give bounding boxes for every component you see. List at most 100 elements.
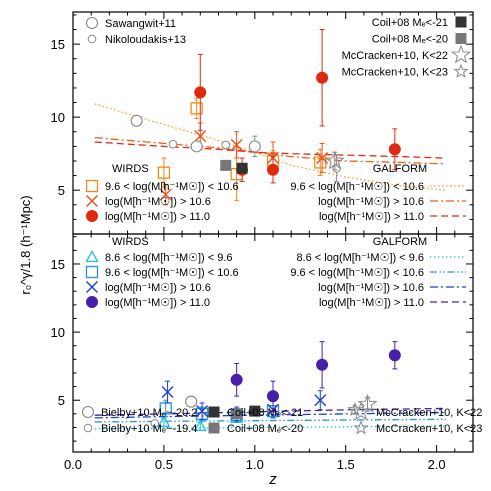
data-point-shape — [220, 159, 232, 171]
data-point-shape — [193, 419, 207, 432]
data-point — [388, 143, 401, 156]
legend-marker — [85, 265, 99, 279]
legend-marker-stroke-b — [86, 195, 98, 207]
data-point-shape — [130, 114, 143, 127]
legend-marker — [451, 44, 471, 64]
x-tick-label: 1.5 — [337, 457, 355, 472]
panel-top-y-tick-label: 10 — [51, 110, 65, 125]
panel-bottom-y-tick-label: 15 — [51, 257, 65, 272]
x-tick-label: 0.0 — [64, 457, 82, 472]
data-point — [159, 188, 172, 201]
data-point — [196, 405, 209, 418]
data-point — [157, 415, 171, 428]
data-point-stroke-b — [316, 152, 329, 165]
data-point — [157, 166, 171, 179]
legend-marker — [351, 401, 371, 421]
x-tick-label: 2.0 — [428, 457, 446, 472]
legend-marker-shape — [351, 401, 371, 421]
data-point — [194, 86, 207, 99]
data-point-shape — [157, 415, 171, 428]
axis-ticks: 5 10 15 0.0 0.5 1.0 1.5 2.0 5 10 15 — [51, 12, 474, 472]
legend-marker-shape — [81, 405, 95, 419]
data-point — [185, 395, 198, 408]
legend-label: McCracken+10, K<23 — [342, 67, 448, 79]
data-point-stroke-b — [161, 386, 174, 399]
data-point — [388, 349, 401, 362]
legend-marker — [85, 16, 99, 30]
legend-marker — [86, 281, 98, 293]
legend-marker-shape — [85, 250, 99, 263]
legend-label: log(M[h⁻¹M☉]) > 11.0 — [105, 297, 210, 309]
legend-label: Coil+08 Mₑ<-20 — [372, 34, 448, 46]
legend-marker — [85, 250, 99, 263]
legend-label: 8.6 < log(M[h⁻¹M☉]) < 9.6 — [105, 252, 233, 264]
legend-marker — [86, 210, 98, 222]
legend-label: Coil+08 Mₑ<-21 — [372, 17, 448, 29]
legend-marker-stroke-b — [86, 281, 98, 293]
data-point — [357, 393, 378, 413]
legend-marker — [86, 296, 98, 308]
data-point — [190, 102, 203, 115]
data-point-shape — [230, 373, 243, 386]
data-point-shape — [194, 86, 207, 99]
data-point-shape — [248, 140, 261, 153]
legend-label: McCracken+10, K<22 — [376, 407, 482, 419]
legend-marker-shape — [87, 34, 97, 44]
data-point-shape — [316, 358, 329, 371]
data-point — [230, 373, 243, 386]
panel-bottom-points — [150, 341, 401, 432]
data-point — [316, 71, 329, 84]
panel-bottom-y-tick-label: 10 — [51, 325, 65, 340]
data-point — [161, 386, 174, 399]
legend-marker — [85, 179, 99, 193]
data-point-shape — [168, 139, 178, 149]
data-point — [231, 408, 243, 420]
data-point-shape — [150, 419, 160, 428]
x-tick-label: 1.0 — [246, 457, 264, 472]
data-point — [190, 140, 203, 153]
legend-marker-shape — [451, 44, 471, 64]
legend-label: Coil+08 Mₑ<-20 — [227, 423, 303, 435]
data-points — [130, 29, 401, 432]
legend-label: log(M[h⁻¹M☉]) > 11.0 — [319, 211, 424, 223]
data-point — [150, 419, 160, 428]
legend-label: log(M[h⁻¹M☉]) > 10.6 — [105, 282, 211, 294]
data-point — [221, 140, 231, 150]
x-tick-label: 0.5 — [155, 457, 173, 472]
data-point-shape — [185, 395, 198, 408]
legend-marker-shape — [208, 406, 220, 418]
legend-marker — [83, 423, 93, 433]
data-point — [194, 130, 207, 143]
legend-marker — [208, 422, 220, 434]
panel-top-legend: Sawangwit+11 Nikoloudakis+13 Coil+08 Mₑ<-2… — [85, 16, 471, 223]
legend-marker — [86, 195, 98, 207]
legend-label: log(M[h⁻¹M☉]) > 10.6 — [318, 196, 424, 208]
legend-marker-shape — [455, 16, 467, 28]
data-point — [168, 139, 178, 149]
data-point-stroke-b — [159, 188, 172, 201]
data-point-shape — [357, 393, 378, 413]
legend-marker — [455, 16, 467, 28]
data-point-shape — [267, 163, 279, 176]
data-point-shape — [388, 143, 401, 156]
data-point — [248, 140, 261, 153]
legend-label: 9.6 < log(M[h⁻¹M☉]) < 10.6 — [105, 181, 239, 193]
legend-label: Bielby+10 Mₑ~-20.2 — [101, 407, 197, 419]
legend-label: Coil+08 Mₑ<-21 — [227, 407, 303, 419]
data-point — [324, 150, 345, 170]
data-point-shape — [316, 71, 329, 84]
data-point — [230, 138, 243, 151]
legend-label: McCracken+10, K<22 — [342, 50, 448, 62]
legend-label: log(M[h⁻¹M☉]) > 11.0 — [319, 297, 424, 309]
data-point — [236, 162, 248, 174]
panel-bottom-legend: WIRDS GALFORM 8.6 < log(M[h⁻¹M☉]) < 9.6 9.6… — [81, 236, 482, 435]
legend-marker — [453, 63, 469, 78]
legend-label: log(M[h⁻¹M☉]) > 11.0 — [105, 211, 210, 223]
legend-label: Bielby+10 Mₑ~-19.4 — [101, 423, 197, 435]
legend-marker-shape — [85, 179, 99, 193]
galform-header: GALFORM — [373, 163, 427, 175]
data-point — [316, 358, 329, 371]
legend-marker-shape — [353, 420, 369, 435]
panel-top-y-tick-label: 15 — [51, 37, 65, 52]
